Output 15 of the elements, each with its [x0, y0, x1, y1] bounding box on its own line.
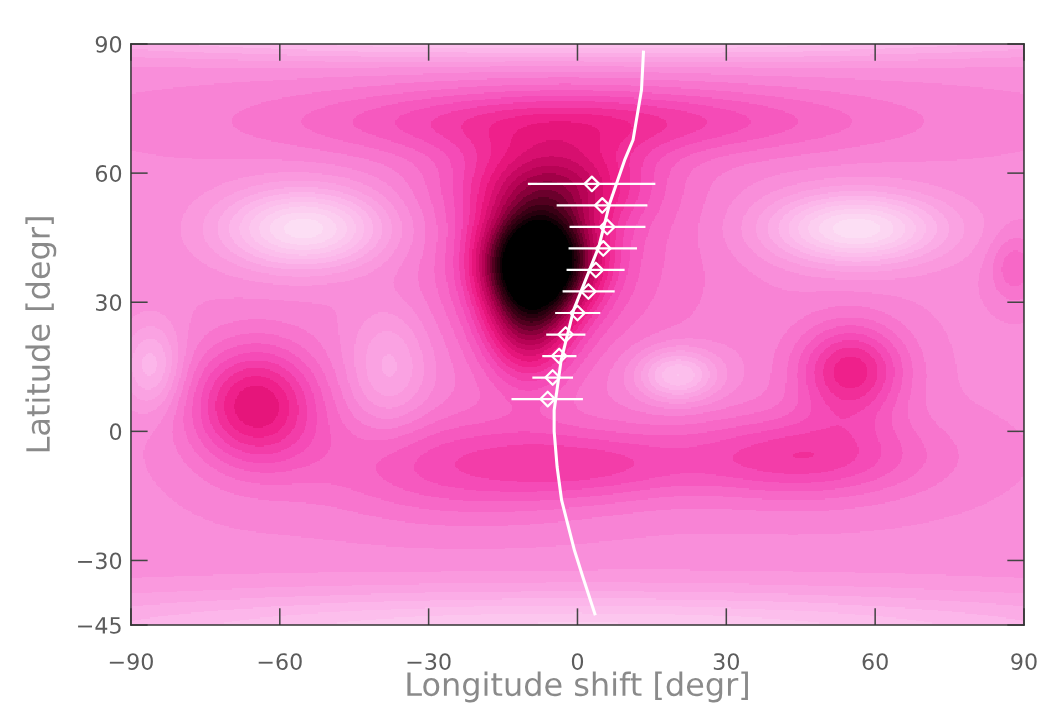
y-axis-title: Latitude [degr] — [25, 217, 57, 452]
y-tick-label: 60 — [95, 165, 122, 182]
y-tick-label: 90 — [95, 35, 122, 53]
y-tick-label: 30 — [96, 294, 122, 311]
y-tick-label: −30 — [78, 552, 122, 570]
x-tick-label: 0 — [571, 653, 584, 670]
x-tick-label: 60 — [862, 653, 888, 670]
x-tick-label: −30 — [407, 653, 451, 670]
x-axis-title: Longitude shift [degr] — [407, 671, 748, 703]
x-tick-label: 90 — [1011, 653, 1037, 670]
y-tick-label: −45 — [78, 617, 121, 634]
x-tick-label: −60 — [258, 653, 302, 670]
x-tick-label: −90 — [109, 653, 153, 670]
x-tick-label: 30 — [713, 653, 739, 670]
y-tick-label: 0 — [109, 423, 122, 441]
